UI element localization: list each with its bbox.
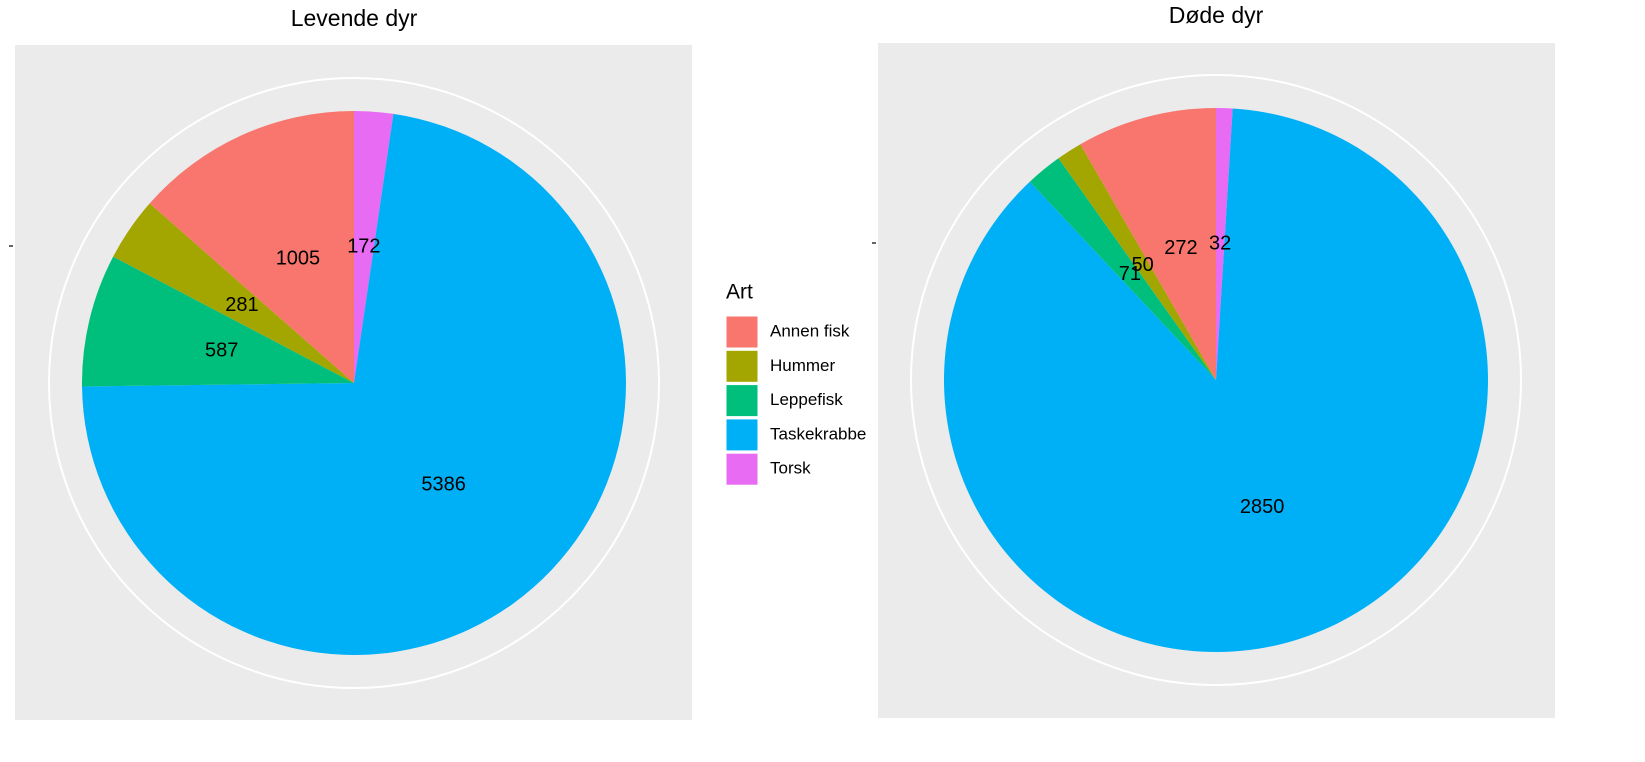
chart-title: Døde dyr (1169, 2, 1264, 28)
data-label: 50 (1132, 254, 1154, 276)
legend-title: Art (726, 281, 753, 304)
pie-slice (1029, 158, 1216, 380)
legend-key (725, 349, 759, 383)
data-label: 172 (347, 236, 380, 258)
data-label: 587 (205, 340, 238, 362)
pie-slice (944, 108, 1489, 652)
legend-label: Annen fisk (770, 321, 850, 340)
data-label: 281 (225, 294, 258, 316)
legend-label: Leppefisk (770, 390, 843, 409)
data-label: 272 (1164, 237, 1197, 259)
data-label: 1005 (276, 247, 321, 269)
legend-key (725, 315, 759, 349)
pie-slice (1216, 108, 1233, 380)
data-label: 32 (1209, 232, 1231, 254)
pie-slice (82, 113, 627, 655)
pie-slice (149, 110, 354, 383)
data-label: 5386 (421, 474, 466, 496)
pie-slice (1058, 144, 1216, 380)
legend-key (725, 384, 759, 418)
pie-slice (354, 111, 394, 383)
legend-key (725, 418, 759, 452)
legend-label: Hummer (770, 356, 836, 375)
outer-ring (910, 74, 1522, 686)
pie-slice (113, 203, 354, 383)
legend-label: Taskekrabbe (770, 424, 866, 443)
chart-title: Levende dyr (291, 5, 418, 31)
data-label: 71 (1119, 263, 1141, 285)
pie-slice (82, 256, 354, 387)
data-label: 2850 (1240, 496, 1285, 518)
legend-key (725, 452, 759, 486)
pie-slice (1080, 108, 1216, 380)
legend-label: Torsk (770, 459, 811, 478)
outer-ring (48, 77, 660, 689)
